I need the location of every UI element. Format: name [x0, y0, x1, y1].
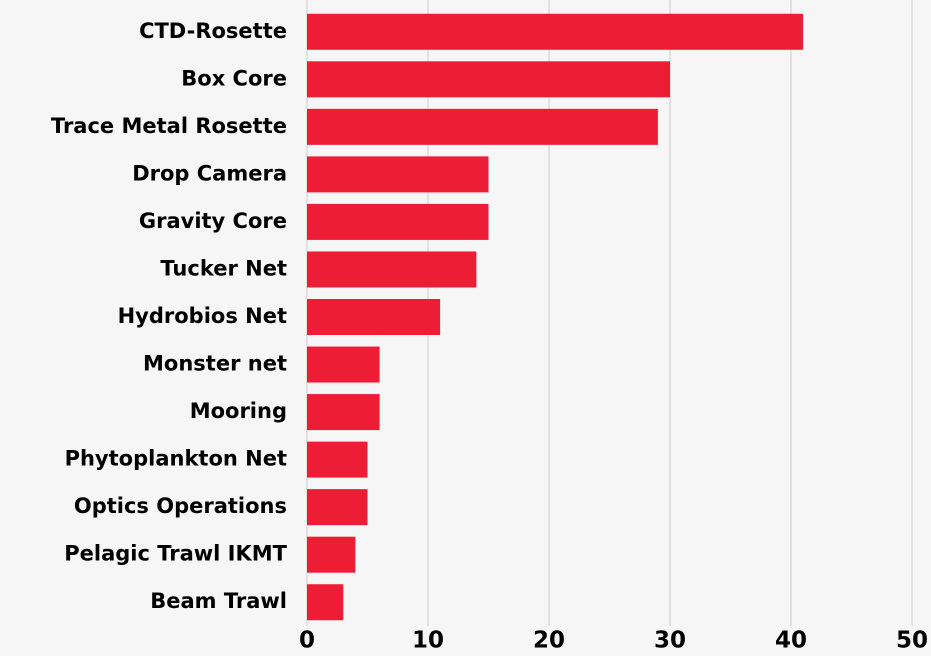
bar — [307, 203, 489, 240]
bar — [307, 536, 356, 573]
y-tick-label: Mooring — [190, 399, 287, 423]
y-tick-label: Monster net — [143, 352, 287, 376]
bar — [307, 441, 368, 478]
bar — [307, 394, 380, 431]
y-tick-label: Beam Trawl — [150, 589, 287, 613]
x-tick-label: 40 — [775, 628, 807, 654]
bar — [307, 251, 477, 288]
bar — [307, 156, 489, 193]
x-tick-label: 20 — [533, 628, 565, 654]
bar — [307, 346, 380, 383]
bar — [307, 584, 344, 621]
x-tick-label: 10 — [412, 628, 444, 654]
y-tick-label: Gravity Core — [139, 209, 287, 233]
x-tick-label: 0 — [299, 628, 315, 654]
x-tick-label: 30 — [654, 628, 686, 654]
x-tick-label: 50 — [896, 628, 928, 654]
bar — [307, 108, 658, 145]
y-tick-label: Tucker Net — [160, 256, 287, 280]
y-tick-label: Phytoplankton Net — [65, 447, 287, 471]
bar — [307, 13, 804, 50]
y-tick-label: Trace Metal Rosette — [51, 114, 287, 138]
y-tick-label: CTD-Rosette — [139, 19, 287, 43]
y-tick-label: Pelagic Trawl IKMT — [64, 542, 287, 566]
y-tick-label: Hydrobios Net — [118, 304, 287, 328]
y-tick-label: Box Core — [181, 66, 287, 90]
bar — [307, 299, 441, 335]
bar — [307, 61, 670, 98]
y-tick-label: Drop Camera — [132, 161, 287, 185]
y-tick-label: Optics Operations — [74, 494, 287, 518]
bar — [307, 489, 368, 526]
